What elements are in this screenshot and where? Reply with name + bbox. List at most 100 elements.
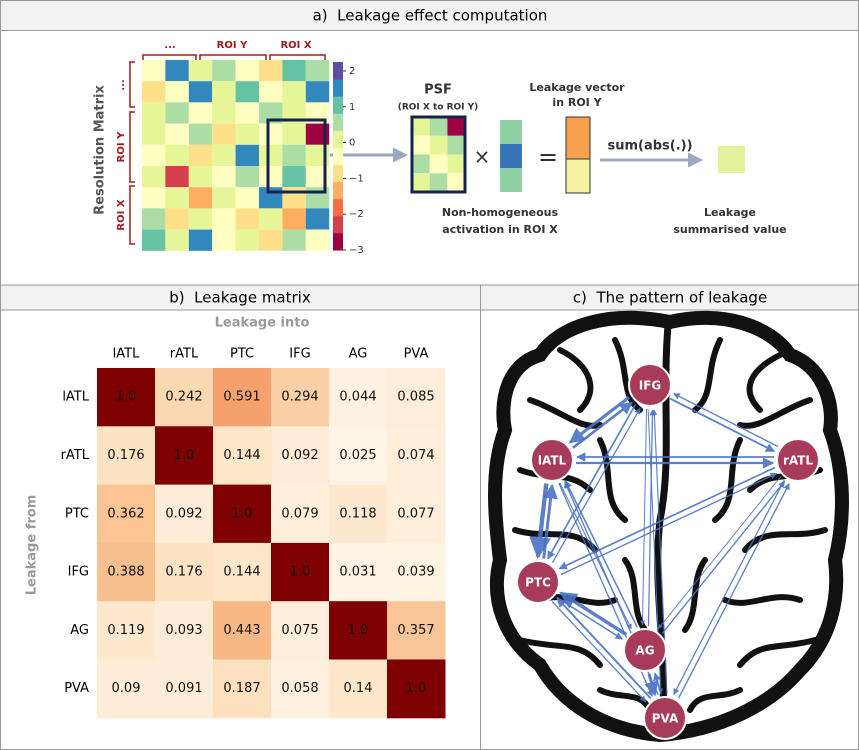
cell-label: 0.144 [223, 448, 260, 463]
matrix-cell [165, 187, 189, 209]
cell-label: 1.0 [348, 623, 369, 638]
node [623, 628, 667, 672]
colorbar-tick-label: −1 [349, 173, 364, 184]
cell-label: 0.074 [397, 448, 434, 463]
matrix-cell [305, 123, 330, 145]
caption: summarised value [673, 223, 786, 236]
psf-cell [429, 154, 448, 174]
cell-label: 0.092 [165, 506, 202, 521]
header [0, 0, 859, 31]
colorbar-segment [333, 113, 343, 131]
caption: in ROI Y [552, 96, 602, 109]
matrix-cell [212, 81, 236, 103]
resolution-matrix [142, 60, 330, 251]
matrix-cell [259, 60, 283, 82]
matrix-cell [142, 144, 166, 166]
heatmap-cell [387, 368, 446, 427]
matrix-cell [282, 166, 306, 188]
node [516, 560, 560, 604]
x-tick-label: PTC [230, 347, 254, 362]
y-tick-label: PTC [65, 506, 89, 521]
heatmap-cell [329, 368, 388, 427]
matrix-cell [142, 102, 166, 124]
matrix-cell [235, 187, 259, 209]
cell-label: 0.092 [281, 448, 318, 463]
node-label: PTC [525, 576, 551, 590]
heatmap-cell [271, 484, 330, 544]
bracket [129, 61, 135, 245]
psf-cell [447, 135, 466, 155]
matrix-cell [282, 102, 306, 124]
edge [653, 672, 662, 695]
node [628, 363, 672, 407]
heatmap-cell [271, 601, 330, 660]
matrix-cell [282, 144, 306, 166]
axis-label: Resolution Matrix [93, 85, 108, 215]
operator: × [474, 145, 491, 169]
cell-label: 0.075 [281, 623, 318, 638]
matrix-cell [212, 60, 236, 82]
matrix-cell [259, 229, 283, 251]
cell-label: 0.388 [107, 565, 144, 580]
matrix-cell [235, 144, 259, 166]
cell-label: 0.591 [223, 390, 260, 405]
matrix-cell [282, 60, 306, 82]
header [0, 284, 481, 311]
heatmap-cell [387, 542, 446, 602]
heatmap-cell [329, 542, 388, 602]
heatmap-cell [97, 601, 156, 660]
heatmap-cell [213, 426, 272, 486]
cell-label: 0.118 [339, 506, 376, 521]
panel-title: a) Leakage effect computation [313, 7, 548, 25]
matrix-cell [165, 81, 189, 103]
cell-label: 0.357 [397, 623, 434, 638]
edge [559, 591, 628, 637]
heatmap-cell [271, 542, 330, 602]
heatmap-cell [213, 601, 272, 660]
caption: activation in ROI X [442, 223, 558, 236]
heatmap-cell [213, 659, 272, 719]
heatmap-cell [213, 542, 272, 602]
heatmap-cell [213, 368, 272, 427]
matrix-cell [212, 102, 236, 124]
colorbar-segment [333, 232, 343, 251]
colorbar-tick-label: 1 [349, 102, 355, 113]
colorbar-segment [333, 130, 343, 148]
matrix-cell [305, 60, 330, 82]
node-label: rATL [783, 454, 813, 468]
edge [657, 476, 781, 630]
edge [551, 407, 641, 563]
matrix-cell [142, 208, 166, 230]
caption: Leakage [704, 206, 756, 219]
psf-cell [429, 173, 448, 192]
panel-a: ... ROI Y ROI X ... ROI Y ROI X Resoluti… [93, 40, 787, 256]
matrix-cell [282, 229, 306, 251]
colorbar: 2 1 0 −1 −2 −3 [333, 62, 364, 256]
matrix-cell [235, 208, 259, 230]
x-tick-label: AG [349, 347, 368, 362]
y-tick-label: PVA [64, 681, 89, 696]
operator: = [538, 143, 558, 171]
matrix-cell [282, 81, 306, 103]
heatmap-cell [329, 601, 388, 660]
matrix-cell [188, 166, 213, 188]
matrix-cell [188, 187, 213, 209]
matrix-cell [165, 208, 189, 230]
heatmap-cell [97, 542, 156, 602]
psf-subtitle: (ROI X to ROI Y) [398, 103, 479, 113]
operation: sum(abs(.)) [607, 139, 692, 154]
matrix-cell [188, 144, 213, 166]
psf-frame [410, 115, 467, 194]
matrix-cell [188, 208, 213, 230]
edge [542, 483, 558, 559]
nodes: lATL rATL PTC IFG AG PVA [516, 363, 820, 740]
edge [559, 482, 632, 630]
heatmap-cell [155, 659, 214, 719]
colorbar-segment [333, 181, 343, 200]
edge [673, 479, 785, 695]
heatmap-cell [97, 368, 156, 427]
cell-label: 0.058 [281, 681, 318, 696]
edge [556, 597, 652, 700]
